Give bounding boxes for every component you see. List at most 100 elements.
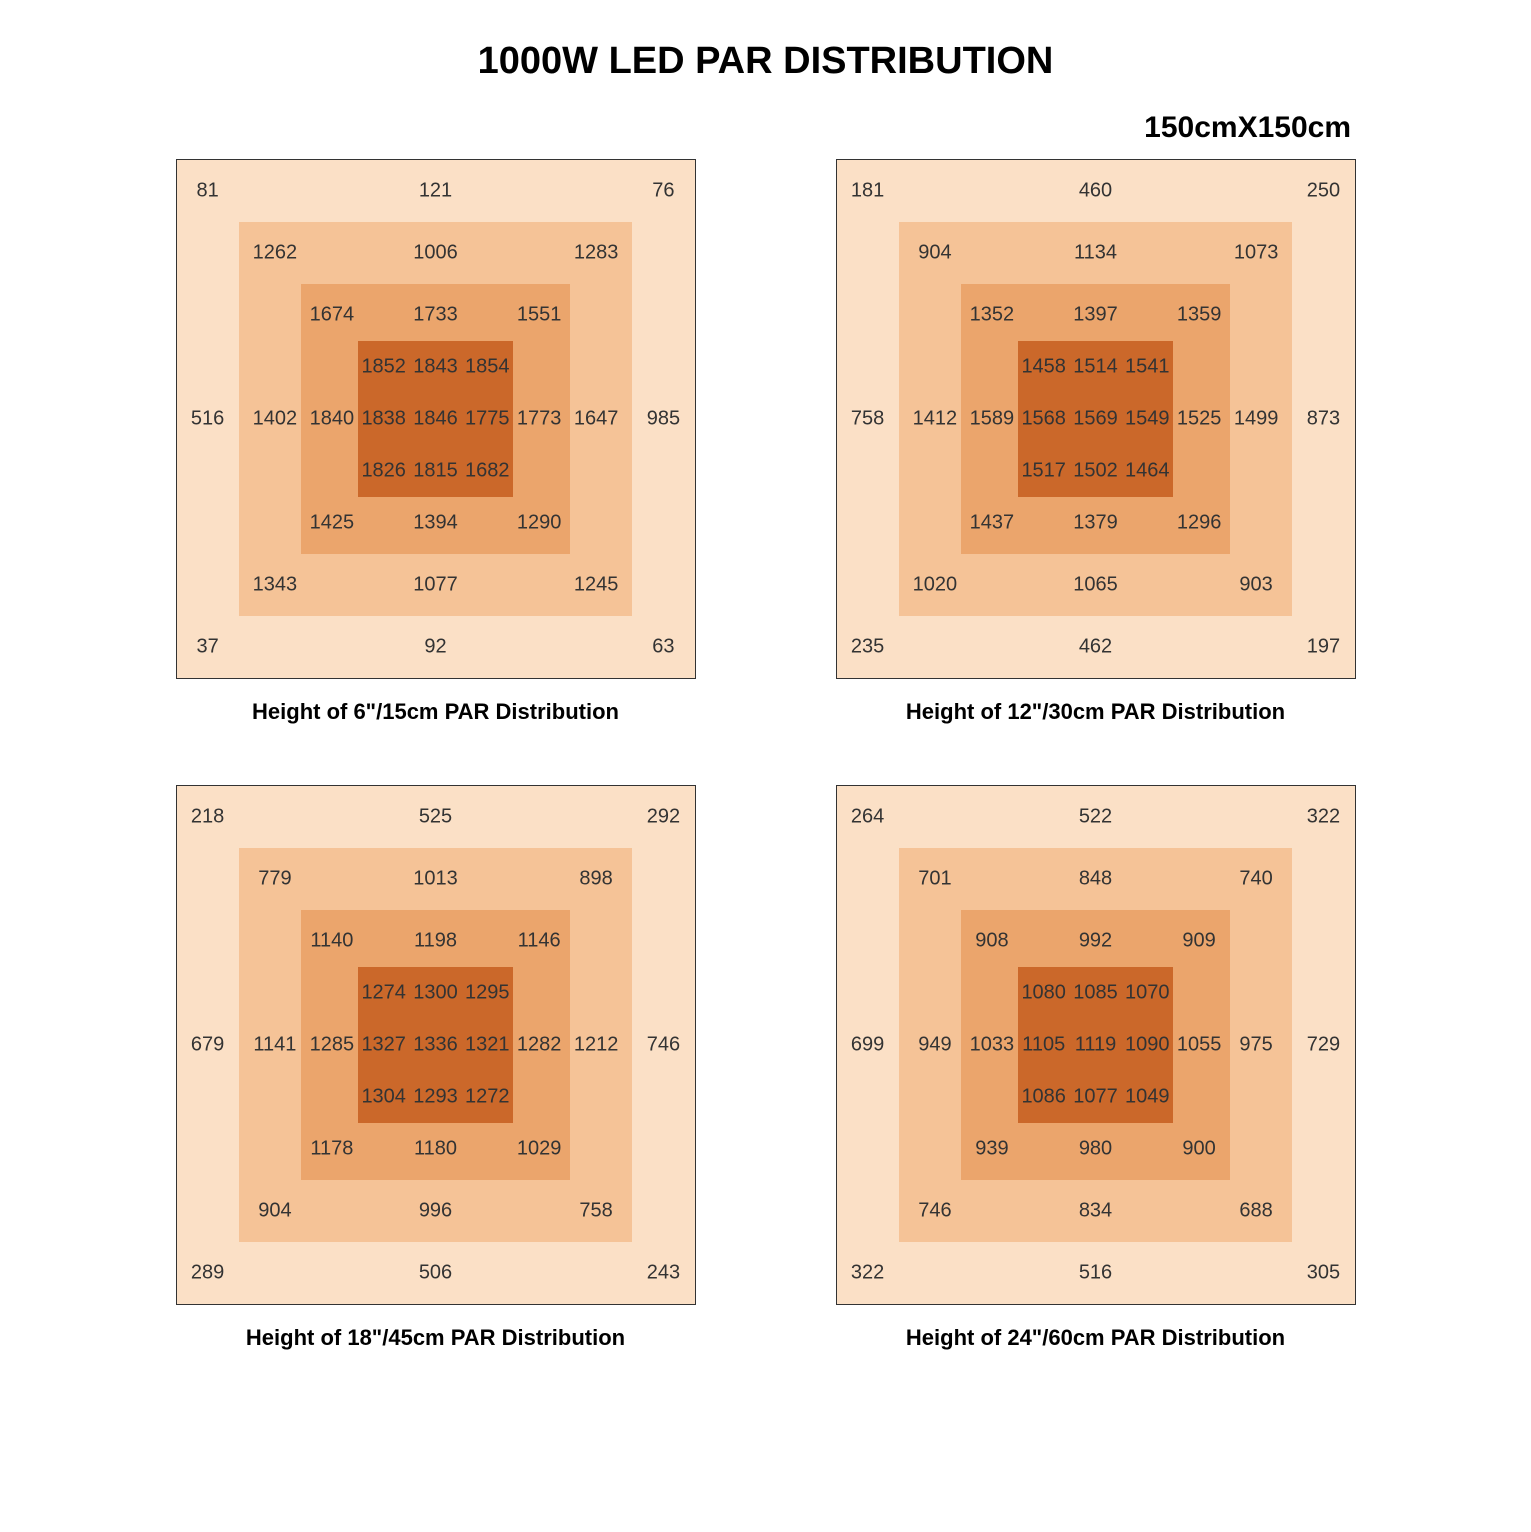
value-label: 1343: [253, 573, 298, 596]
panel-2: 2185252926797462895062437791013898114112…: [166, 785, 706, 1351]
value-label: 1073: [1234, 242, 1279, 265]
value-label: 904: [918, 242, 951, 265]
value-label: 1733: [413, 304, 458, 327]
value-label: 939: [975, 1137, 1008, 1160]
value-label: 243: [647, 1261, 680, 1284]
value-label: 322: [1307, 806, 1340, 829]
heatmap-square: 1814602507588732354621979041134107314121…: [836, 159, 1356, 679]
value-label: 522: [1079, 806, 1112, 829]
value-label: 1146: [518, 930, 561, 953]
value-label: 1049: [1125, 1085, 1170, 1108]
value-label: 76: [652, 180, 674, 203]
value-label: 701: [918, 868, 951, 891]
value-label: 903: [1239, 573, 1272, 596]
heatmap-square: 2645223226997293225163057018487409499757…: [836, 785, 1356, 1305]
value-label: 992: [1079, 930, 1112, 953]
value-label: 1293: [413, 1085, 458, 1108]
value-label: 525: [419, 806, 452, 829]
value-label: 1327: [361, 1034, 406, 1057]
value-label: 1262: [253, 242, 298, 265]
value-label: 1119: [1075, 1034, 1117, 1057]
value-label: 1321: [465, 1034, 510, 1057]
value-label: 1412: [913, 408, 958, 431]
value-label: 1846: [413, 408, 458, 431]
value-label: 1085: [1073, 982, 1118, 1005]
value-label: 909: [1182, 930, 1215, 953]
value-label: 1285: [310, 1034, 355, 1057]
value-label: 729: [1307, 1034, 1340, 1057]
value-label: 996: [419, 1199, 452, 1222]
page-title: 1000W LED PAR DISTRIBUTION: [0, 40, 1531, 83]
value-label: 848: [1079, 868, 1112, 891]
value-label: 1141: [253, 1034, 296, 1057]
value-label: 1283: [574, 242, 619, 265]
value-label: 92: [424, 635, 446, 658]
value-label: 516: [1079, 1261, 1112, 1284]
value-label: 1551: [517, 304, 562, 327]
value-label: 1077: [1073, 1085, 1118, 1108]
value-label: 1077: [413, 573, 458, 596]
panel-1: 1814602507588732354621979041134107314121…: [826, 159, 1366, 725]
value-label: 1090: [1125, 1034, 1170, 1057]
value-label: 1502: [1073, 459, 1118, 482]
value-label: 1541: [1125, 356, 1170, 379]
value-label: 1773: [517, 408, 562, 431]
value-label: 218: [191, 806, 224, 829]
value-label: 1826: [361, 459, 406, 482]
value-label: 1282: [517, 1034, 562, 1057]
value-label: 898: [579, 868, 612, 891]
value-label: 1006: [413, 242, 458, 265]
value-label: 1499: [1234, 408, 1279, 431]
value-label: 1379: [1073, 511, 1118, 534]
value-label: 1055: [1177, 1034, 1222, 1057]
value-label: 1180: [414, 1137, 457, 1160]
value-label: 1840: [310, 408, 355, 431]
value-label: 1647: [574, 408, 619, 431]
value-label: 516: [191, 408, 224, 431]
value-label: 1464: [1125, 459, 1170, 482]
value-label: 740: [1239, 868, 1272, 891]
panel-caption: Height of 12"/30cm PAR Distribution: [906, 699, 1285, 725]
value-label: 1013: [413, 868, 458, 891]
value-label: 688: [1239, 1199, 1272, 1222]
value-label: 1296: [1177, 511, 1222, 534]
value-label: 1086: [1021, 1085, 1066, 1108]
value-label: 1336: [413, 1034, 458, 1057]
value-label: 699: [851, 1034, 884, 1057]
value-label: 1178: [310, 1137, 353, 1160]
value-label: 1843: [413, 356, 458, 379]
value-label: 758: [851, 408, 884, 431]
value-label: 980: [1079, 1137, 1112, 1160]
value-label: 1854: [465, 356, 510, 379]
value-label: 1674: [310, 304, 355, 327]
value-label: 834: [1079, 1199, 1112, 1222]
value-label: 1568: [1021, 408, 1066, 431]
value-label: 1134: [1074, 242, 1117, 265]
value-label: 1300: [413, 982, 458, 1005]
value-label: 1397: [1073, 304, 1118, 327]
value-label: 1569: [1073, 408, 1118, 431]
value-label: 305: [1307, 1261, 1340, 1284]
value-label: 322: [851, 1261, 884, 1284]
value-label: 289: [191, 1261, 224, 1284]
value-label: 1198: [414, 930, 457, 953]
value-label: 746: [918, 1199, 951, 1222]
value-label: 1070: [1125, 982, 1170, 1005]
value-label: 181: [851, 180, 884, 203]
value-label: 758: [579, 1199, 612, 1222]
value-label: 1105: [1022, 1034, 1065, 1057]
value-label: 1290: [517, 511, 562, 534]
value-label: 235: [851, 635, 884, 658]
value-label: 1775: [465, 408, 510, 431]
par-distribution-page: 1000W LED PAR DISTRIBUTION 150cmX150cm 8…: [0, 40, 1531, 1351]
value-label: 900: [1182, 1137, 1215, 1160]
value-label: 1425: [310, 511, 355, 534]
panel-caption: Height of 18"/45cm PAR Distribution: [246, 1325, 625, 1351]
value-label: 1140: [310, 930, 353, 953]
value-label: 1065: [1073, 573, 1118, 596]
value-label: 1549: [1125, 408, 1170, 431]
value-label: 746: [647, 1034, 680, 1057]
value-label: 264: [851, 806, 884, 829]
page-subtitle: 150cmX150cm: [0, 111, 1531, 145]
value-label: 1272: [465, 1085, 510, 1108]
